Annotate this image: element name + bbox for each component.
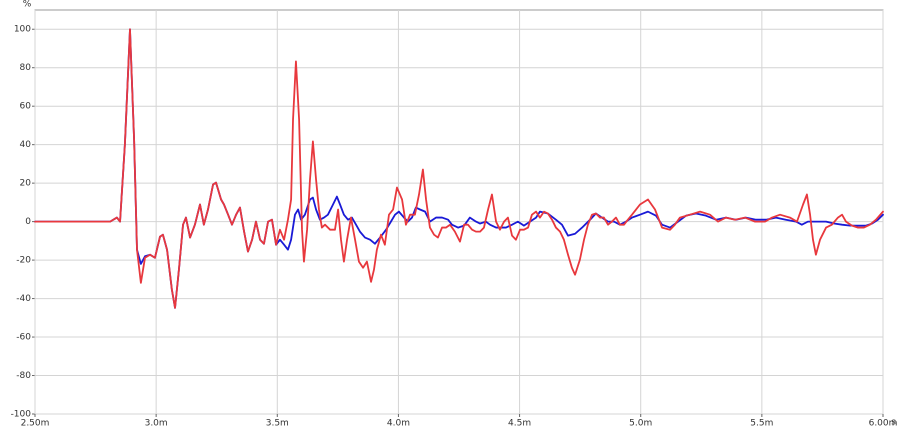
x-tick-label: 4.5m <box>508 419 531 429</box>
x-tick-label: 6.00m <box>869 419 898 429</box>
y-tick-label: 100 <box>14 25 31 35</box>
plot-area <box>34 9 884 415</box>
labels: -100 -80 -60 -40 -20 0 20 40 60 80 100 2.50m 3.0m 3.5… <box>11 25 898 429</box>
y-tick-label: -20 <box>16 256 31 266</box>
series-line <box>34 28 884 309</box>
y-tick-label: 20 <box>20 179 32 189</box>
lines <box>34 28 884 309</box>
y-tick-label: -60 <box>16 333 31 343</box>
y-axis-label: % <box>23 0 32 10</box>
y-tick-label: 40 <box>20 140 32 150</box>
x-tick-label: 4.0m <box>387 419 410 429</box>
y-tick-label: 0 <box>25 217 31 227</box>
y-tick-label: 80 <box>20 63 32 73</box>
x-tick-label: 5.0m <box>629 419 652 429</box>
x-tick-label: 2.50m <box>21 419 50 429</box>
x-tick-label: 3.5m <box>266 419 289 429</box>
y-tick-label: -100 <box>11 410 32 420</box>
y-tick-label: -40 <box>16 294 31 304</box>
y-tick-label: -80 <box>16 371 31 381</box>
x-tick-label: 5.5m <box>750 419 773 429</box>
grid <box>32 10 884 417</box>
x-axis-label: s <box>891 418 896 428</box>
y-tick-label: 60 <box>20 102 32 112</box>
x-tick-label: 3.0m <box>145 419 168 429</box>
